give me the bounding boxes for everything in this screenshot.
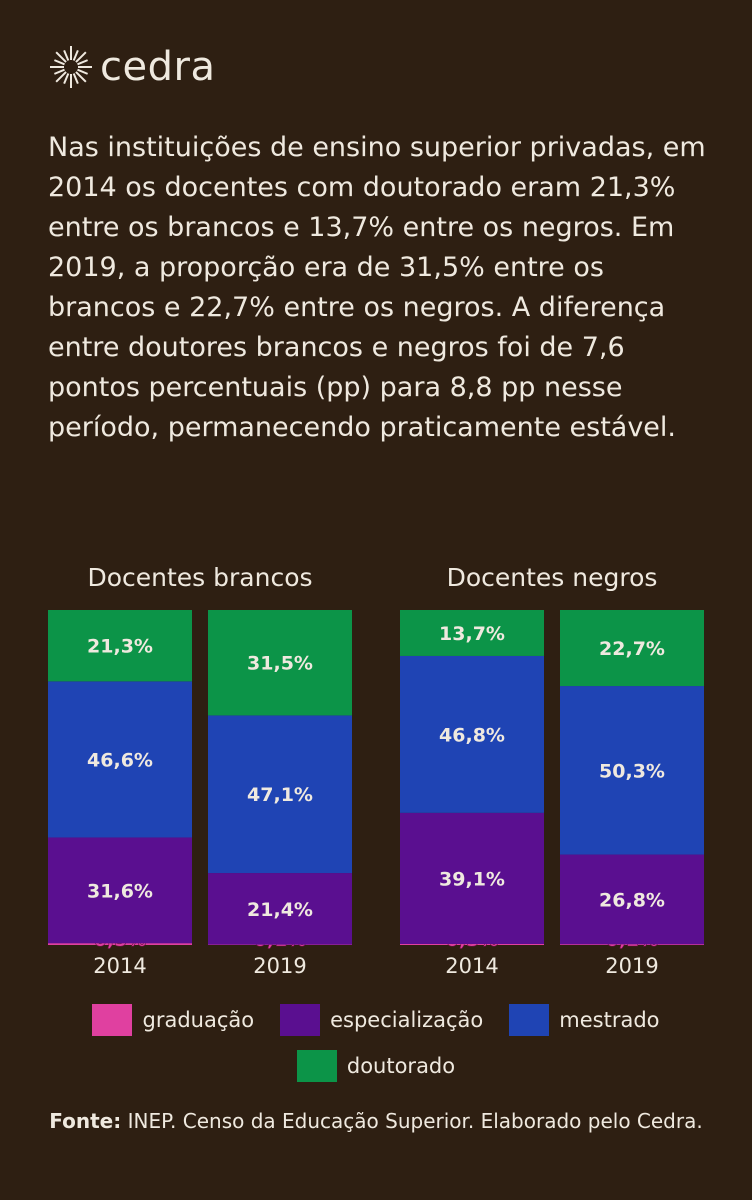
category-label: 2014 [93, 954, 146, 978]
legend-label-doutorado: doutorado [346, 1054, 456, 1078]
legend-label-graduacao: graduação [142, 1008, 255, 1032]
sun-ray [75, 51, 87, 63]
sun-ray [75, 71, 87, 83]
sun-ray [55, 71, 67, 83]
source-label: Fonte: [49, 1109, 122, 1133]
legend-item-especializacao: especialização [280, 1004, 483, 1036]
sun-ray [63, 49, 70, 61]
legend-swatch-mestrado [509, 1004, 550, 1036]
intro-text: Nas instituições de ensino superior priv… [48, 132, 706, 443]
bar-segment-mestrado [208, 715, 352, 874]
category-label: 2014 [445, 954, 498, 978]
bar-segment-mestrado [560, 686, 704, 855]
legend-item-mestrado: mestrado [509, 1004, 660, 1036]
sun-ray [53, 59, 65, 66]
chart-title: Docentes negros [447, 563, 658, 592]
bar-segment-graduacao [400, 943, 544, 945]
sun-ray [77, 59, 89, 66]
category-label: 2019 [605, 954, 658, 978]
brand-name: cedra [100, 44, 216, 90]
sun-ray [55, 51, 67, 63]
legend-row-1: graduação especialização mestrado [0, 1000, 752, 1040]
data-label-mestrado: 46,6% [87, 749, 153, 771]
bar-segment-doutorado [400, 610, 544, 656]
legend-swatch-especializacao [280, 1004, 321, 1036]
legend-item-graduacao: graduação [92, 1004, 254, 1036]
sun-ray [63, 73, 70, 85]
data-label-doutorado: 21,3% [87, 636, 153, 658]
legend-swatch-graduacao [92, 1004, 133, 1036]
chart-legend: graduação especialização mestrado doutor… [0, 1000, 752, 1092]
data-label-especializacao: 26,8% [599, 889, 665, 911]
bar-segment-doutorado [208, 610, 352, 716]
data-label-mestrado: 47,1% [247, 784, 313, 806]
bar-segment-especializacao [560, 854, 704, 945]
legend-row-2: doutorado [0, 1046, 752, 1086]
sun-ray [72, 49, 79, 61]
data-label-doutorado: 31,5% [247, 653, 313, 675]
data-label-mestrado: 46,8% [439, 724, 505, 746]
bar-segment-doutorado [48, 610, 192, 682]
sun-ray [77, 68, 89, 75]
bar-segment-mestrado [48, 681, 192, 838]
legend-item-doutorado: doutorado [296, 1050, 456, 1082]
legend-label-especializacao: especialização [330, 1008, 484, 1032]
source-text: INEP. Censo da Educação Superior. Elabor… [127, 1109, 703, 1133]
sun-ray [72, 73, 79, 85]
legend-label-mestrado: mestrado [559, 1008, 660, 1032]
data-label-doutorado: 22,7% [599, 638, 665, 660]
data-label-especializacao: 39,1% [439, 868, 505, 890]
bar-segment-doutorado [560, 610, 704, 687]
category-label: 2019 [253, 954, 306, 978]
data-label-especializacao: 21,4% [247, 899, 313, 921]
bar-segment-especializacao [400, 812, 544, 944]
data-label-doutorado: 13,7% [439, 623, 505, 645]
data-label-especializacao: 31,6% [87, 880, 153, 902]
sun-burst-icon [50, 46, 92, 88]
bar-segment-graduacao [48, 943, 192, 945]
bar-segment-especializacao [48, 837, 192, 944]
chart-title: Docentes brancos [87, 563, 312, 592]
source-note: Fonte: INEP. Censo da Educação Superior.… [40, 1108, 712, 1135]
brand-logo: cedra [48, 44, 215, 90]
stacked-bar-charts: Docentes brancos0,5%31,6%46,6%21,3%20140… [48, 563, 704, 978]
bar-segment-especializacao [208, 873, 352, 945]
bar-segment-mestrado [400, 655, 544, 813]
sun-ray [53, 68, 65, 75]
data-label-mestrado: 50,3% [599, 760, 665, 782]
legend-swatch-doutorado [296, 1050, 337, 1082]
